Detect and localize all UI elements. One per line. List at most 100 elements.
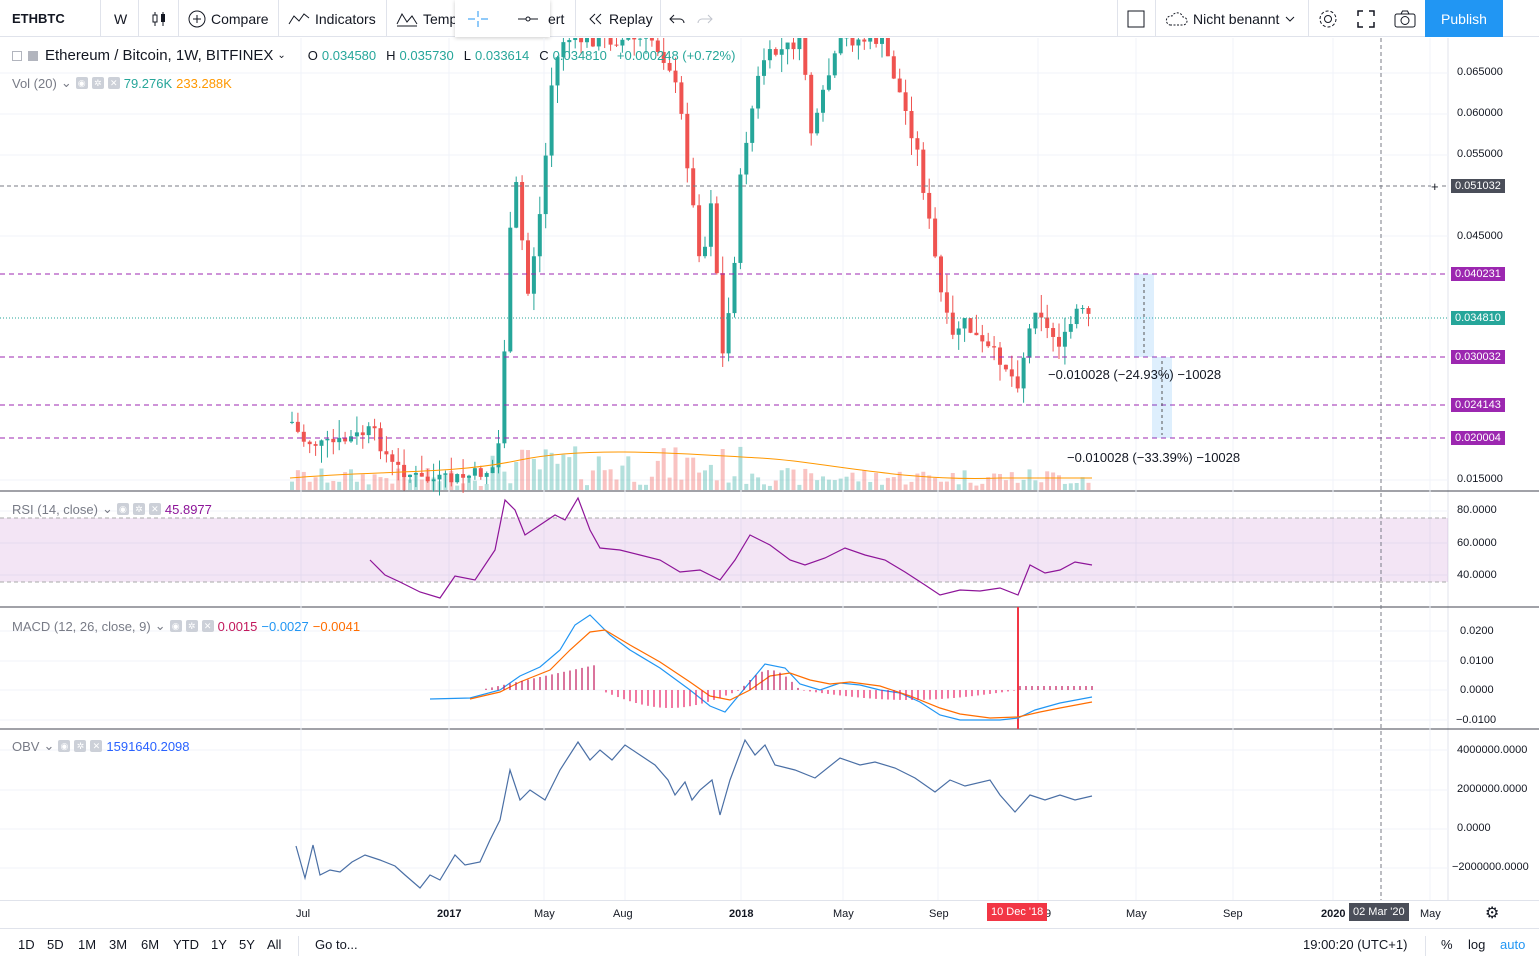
fullscreen-button[interactable] bbox=[1356, 0, 1376, 37]
time-axis-label: Jul bbox=[296, 908, 311, 920]
candle-body bbox=[307, 441, 312, 445]
range-3m[interactable]: 3M bbox=[109, 937, 128, 952]
volume-bar bbox=[585, 485, 589, 490]
obv-axis-label: 2000000.0000 bbox=[1457, 783, 1528, 795]
volume-bar bbox=[673, 447, 678, 490]
chevron-down-icon[interactable]: ⌄ bbox=[43, 738, 55, 753]
close-icon[interactable]: ✕ bbox=[201, 620, 214, 632]
volume-bar bbox=[555, 463, 560, 490]
eye-icon[interactable]: ◉ bbox=[75, 77, 88, 89]
eye-icon[interactable]: ◉ bbox=[116, 503, 129, 515]
range-5d[interactable]: 5D bbox=[47, 937, 64, 952]
volume-bar bbox=[821, 476, 825, 490]
volume-bar bbox=[608, 469, 613, 490]
gear-icon[interactable]: ✲ bbox=[74, 740, 87, 752]
gear-icon[interactable]: ✲ bbox=[185, 620, 198, 632]
volume-bar bbox=[626, 456, 631, 490]
chart-type-button[interactable] bbox=[150, 0, 168, 37]
volume-bar bbox=[744, 483, 749, 490]
redo-button[interactable] bbox=[696, 0, 714, 37]
settings-button[interactable] bbox=[1317, 0, 1339, 37]
close-icon[interactable]: ✕ bbox=[90, 740, 103, 752]
series-title[interactable]: Ethereum / Bitcoin, 1W, BITFINEX bbox=[45, 47, 274, 64]
close-icon[interactable]: ✕ bbox=[148, 503, 161, 515]
range-all[interactable]: All bbox=[267, 937, 282, 952]
chevron-down-icon[interactable]: ⌄ bbox=[277, 50, 286, 61]
floating-drawing-toolbar[interactable] bbox=[455, 0, 550, 37]
volume-bar bbox=[561, 454, 566, 490]
volume-bar bbox=[1057, 475, 1061, 490]
candle-body bbox=[921, 149, 926, 193]
gear-icon[interactable]: ✲ bbox=[132, 503, 145, 515]
percent-scale-toggle[interactable]: % bbox=[1441, 937, 1453, 952]
chevron-down-icon[interactable]: ⌄ bbox=[60, 75, 72, 90]
candle-body bbox=[667, 62, 672, 71]
candle-body bbox=[579, 38, 584, 43]
indicators-button[interactable]: Indicators bbox=[288, 0, 376, 37]
volume-bar bbox=[425, 468, 430, 490]
rsi-name[interactable]: RSI (14, close) bbox=[12, 501, 98, 517]
measurement-label[interactable]: −0.010028 (−33.39%) −10028 bbox=[1067, 450, 1241, 465]
range-1m[interactable]: 1M bbox=[78, 937, 97, 952]
close-icon[interactable]: ✕ bbox=[107, 77, 120, 89]
macd-name[interactable]: MACD (12, 26, close, 9) bbox=[12, 618, 151, 634]
templates-button[interactable]: Temp bbox=[396, 0, 457, 37]
replay-button[interactable]: Replay bbox=[586, 0, 653, 37]
volume-bar bbox=[826, 479, 831, 490]
candle-body bbox=[402, 464, 407, 478]
collapse-icon[interactable] bbox=[12, 50, 22, 61]
volume-bar bbox=[508, 483, 513, 490]
chevron-down-icon[interactable]: ⌄ bbox=[154, 618, 166, 633]
candle-body bbox=[354, 432, 359, 437]
time-axis[interactable] bbox=[0, 900, 1539, 928]
rsi-axis-label: 40.0000 bbox=[1457, 569, 1497, 581]
chart-settings-icon[interactable]: ⚙ bbox=[1485, 905, 1500, 922]
symbol-search-button[interactable]: ETHBTC bbox=[12, 0, 65, 37]
eye-icon[interactable]: ◉ bbox=[169, 620, 182, 632]
log-scale-toggle[interactable]: log bbox=[1468, 937, 1486, 952]
goto-button[interactable]: Go to... bbox=[315, 937, 358, 952]
candle-body bbox=[1051, 328, 1056, 337]
volume-name[interactable]: Vol (20) bbox=[12, 75, 57, 91]
compare-button[interactable]: Compare bbox=[188, 0, 269, 37]
candle-body bbox=[467, 475, 471, 478]
volume-bar bbox=[549, 452, 554, 490]
rsi-axis-label: 60.0000 bbox=[1457, 537, 1497, 549]
range-1y[interactable]: 1Y bbox=[211, 937, 227, 952]
chevron-down-icon[interactable]: ⌄ bbox=[101, 501, 113, 516]
chart-canvas[interactable] bbox=[0, 38, 1539, 900]
undo-button[interactable] bbox=[668, 0, 686, 37]
obv-name[interactable]: OBV bbox=[12, 738, 40, 754]
candle-body bbox=[543, 155, 548, 215]
volume-bar bbox=[1068, 483, 1073, 490]
fullscreen-select-button[interactable] bbox=[1126, 0, 1146, 37]
interval-label: W bbox=[114, 10, 128, 27]
volume-bar bbox=[874, 472, 879, 490]
interval-button[interactable]: W bbox=[114, 0, 127, 37]
clock-timezone[interactable]: 19:00:20 (UTC+1) bbox=[1303, 937, 1408, 952]
layout-name-button[interactable]: Nicht benannt bbox=[1164, 0, 1296, 37]
range-1d[interactable]: 1D bbox=[18, 937, 35, 952]
candle-body bbox=[290, 421, 294, 423]
candle-body bbox=[697, 205, 702, 257]
alert-button[interactable]: ert bbox=[548, 0, 564, 37]
crosshair-plus-icon[interactable]: + bbox=[1431, 179, 1439, 194]
chart-grid bbox=[0, 38, 1539, 900]
macd-line bbox=[429, 614, 1093, 721]
publish-button[interactable]: Publish bbox=[1425, 0, 1503, 37]
gear-icon[interactable]: ✲ bbox=[91, 77, 104, 89]
macd-legend: MACD (12, 26, close, 9) ⌄ ◉ ✲ ✕ 0.0015 −0.0… bbox=[12, 618, 360, 634]
level-price-tag: 0.024143 bbox=[1451, 398, 1505, 412]
candle-body bbox=[331, 438, 336, 443]
eye-icon[interactable]: ◉ bbox=[58, 740, 71, 752]
volume-bar bbox=[638, 484, 643, 490]
measurement-label[interactable]: −0.010028 (−24.93%) −10028 bbox=[1048, 367, 1222, 382]
candle-body bbox=[691, 168, 696, 206]
range-6m[interactable]: 6M bbox=[141, 937, 160, 952]
range-ytd[interactable]: YTD bbox=[173, 937, 199, 952]
range-5y[interactable]: 5Y bbox=[239, 937, 255, 952]
snapshot-button[interactable] bbox=[1394, 0, 1416, 37]
auto-scale-toggle[interactable]: auto bbox=[1500, 937, 1526, 952]
candle-body bbox=[502, 351, 507, 444]
candle-body bbox=[573, 38, 578, 41]
